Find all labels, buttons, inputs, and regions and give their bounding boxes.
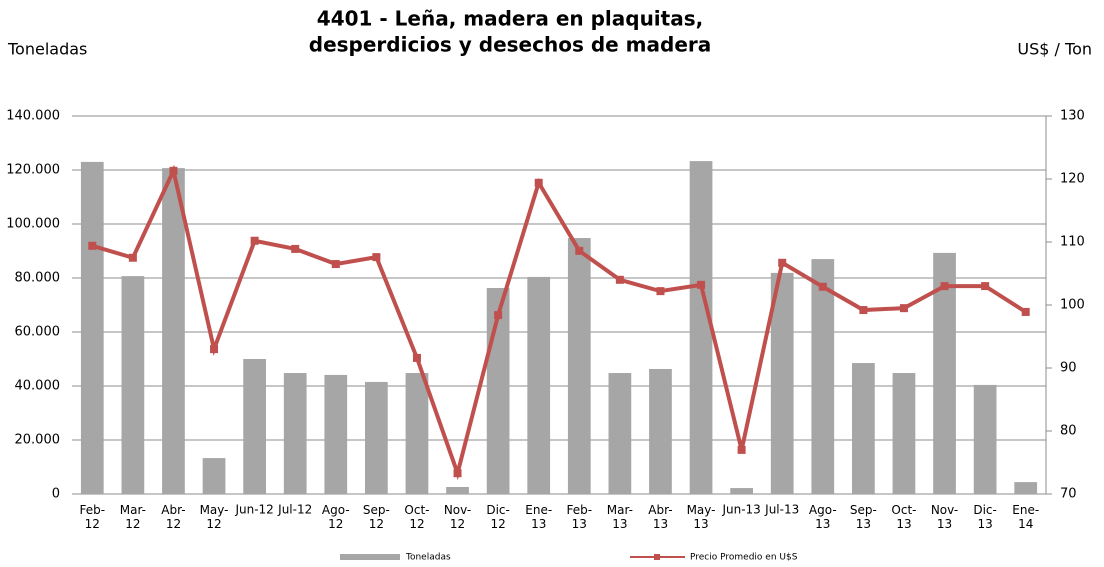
y2-tick-label: 130 <box>1060 109 1085 124</box>
bar <box>446 486 469 494</box>
bar <box>811 259 835 494</box>
line-marker <box>859 306 868 315</box>
line <box>91 164 1027 481</box>
x-tick-label: Ene-14 <box>1012 503 1039 531</box>
y2-tick-label: 80 <box>1060 424 1077 439</box>
x-tick-label: Nov-13 <box>931 503 958 531</box>
bar <box>892 373 916 494</box>
line-marker <box>656 287 665 296</box>
line-marker <box>372 253 381 262</box>
bar <box>121 276 145 494</box>
y2-tick-label: 120 <box>1060 172 1085 187</box>
line-marker <box>940 282 949 291</box>
y-tick-label: 120.000 <box>6 163 60 178</box>
y-tick-label: 60.000 <box>15 325 61 340</box>
x-tick-label: Ago-12 <box>322 503 350 531</box>
line-marker <box>210 345 219 354</box>
y2-tick-label: 90 <box>1060 361 1077 376</box>
bar <box>365 381 388 494</box>
y2-tick-label: 100 <box>1060 298 1085 313</box>
x-tick-label: Ago-13 <box>809 503 837 531</box>
y-tick-label: 40.000 <box>15 379 61 394</box>
x-tick-label: Feb-13 <box>567 503 593 531</box>
x-tick-label: Feb-12 <box>80 503 106 531</box>
bar <box>80 161 104 494</box>
line-marker <box>778 258 787 267</box>
y2-axis-label: US$ / Ton <box>1017 40 1092 59</box>
line-marker <box>88 241 97 250</box>
x-tick-label: Mar-12 <box>120 503 146 531</box>
bar <box>608 373 632 494</box>
bar <box>405 373 429 494</box>
line-marker <box>899 304 908 313</box>
line-marker <box>494 311 503 320</box>
line-marker <box>412 353 421 362</box>
legend-label: Precio Promedio en U$S <box>690 553 798 563</box>
x-tick-label: Jul-13 <box>764 503 799 517</box>
line-marker <box>1021 307 1030 316</box>
x-tick-label: Sep-12 <box>363 503 390 531</box>
chart-title: desperdicios y desechos de madera <box>309 33 712 57</box>
x-tick-label: Nov-12 <box>444 503 471 531</box>
bar <box>283 373 307 494</box>
x-tick-label: May-12 <box>200 503 229 531</box>
line-marker <box>169 166 178 175</box>
line-marker <box>331 260 340 269</box>
y-axis-label: Toneladas <box>7 40 87 59</box>
x-tick-label: Dic-12 <box>486 503 510 531</box>
bar <box>324 374 348 494</box>
bar <box>852 363 875 494</box>
line-marker <box>128 253 137 262</box>
bar <box>1014 482 1038 494</box>
bar <box>730 488 753 494</box>
chart-title: 4401 - Leña, madera en plaquitas, <box>317 7 703 31</box>
x-tick-label: Oct-12 <box>404 503 429 531</box>
line-marker <box>534 178 543 187</box>
line-marker <box>250 236 259 245</box>
line-marker <box>615 275 624 284</box>
x-tick-label: Oct-13 <box>891 503 916 531</box>
legend-swatch <box>654 554 660 560</box>
y-tick-label: 20.000 <box>15 433 61 448</box>
x-tick-label: May-13 <box>687 503 716 531</box>
line-marker <box>453 469 462 478</box>
bar <box>202 458 226 494</box>
line-marker <box>818 282 827 291</box>
y-tick-label: 100.000 <box>6 217 60 232</box>
bar <box>567 238 591 494</box>
x-tick-label: Mar-13 <box>607 503 633 531</box>
x-tick-label: Jun-13 <box>721 503 760 517</box>
bar <box>689 161 713 494</box>
legend-label: Toneladas <box>405 553 451 563</box>
x-tick-label: Ene-13 <box>525 503 552 531</box>
x-tick-label: Jun-12 <box>234 503 273 517</box>
line-marker <box>737 445 746 454</box>
x-tick-label: Dic-13 <box>973 503 997 531</box>
y2-tick-label: 70 <box>1060 487 1077 502</box>
x-tick-label: Abr-12 <box>161 503 185 531</box>
y2-tick-label: 110 <box>1060 235 1085 250</box>
bar <box>770 272 794 494</box>
legend-swatch <box>340 554 400 560</box>
line-marker <box>575 246 584 255</box>
bar <box>649 368 672 494</box>
x-tick-label: Abr-13 <box>648 503 672 531</box>
x-tick-label: Sep-13 <box>850 503 877 531</box>
bar <box>973 384 997 494</box>
x-tick-label: Jul-12 <box>277 503 312 517</box>
bar <box>162 168 185 495</box>
line-marker <box>697 280 706 289</box>
y-tick-label: 80.000 <box>15 271 61 286</box>
line-marker <box>291 244 300 253</box>
line-marker <box>981 282 990 291</box>
bar <box>933 252 956 494</box>
y-tick-label: 0 <box>52 487 60 502</box>
y-tick-label: 140.000 <box>6 109 60 124</box>
bar <box>527 276 551 494</box>
bar <box>243 359 266 494</box>
